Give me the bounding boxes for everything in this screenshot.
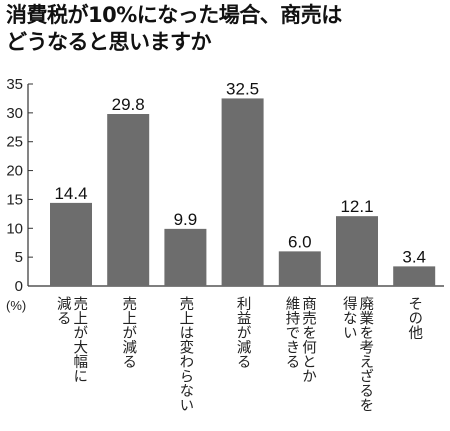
category-label: 利益が減る	[235, 296, 251, 369]
bar	[50, 202, 92, 286]
chart-title: 消費税が10%になった場合、商売は どうなると思いますか	[6, 2, 446, 56]
category-label: 廃業を考えざるを	[357, 295, 373, 413]
category-label: その他	[406, 296, 422, 341]
y-axis-unit-label: (%)	[6, 298, 26, 313]
bar-value-label: 6.0	[288, 232, 312, 251]
bar-value-label: 12.1	[340, 197, 373, 216]
chart-axes: 0 5 10 15 20 25 30 35	[6, 76, 444, 295]
y-tick-label: 10	[6, 220, 23, 237]
y-tick-label: 35	[6, 76, 23, 93]
y-tick-label: 15	[6, 191, 23, 208]
bar	[393, 266, 436, 286]
chart-title-line-1: 消費税が10%になった場合、商売は	[6, 3, 342, 27]
category-label: 減る	[55, 296, 71, 326]
category-label: 維持できる	[284, 296, 300, 369]
bar-value-label: 9.9	[174, 210, 198, 229]
bar-value-label: 14.4	[54, 184, 87, 203]
bar-value-label: 3.4	[402, 247, 426, 266]
bar	[336, 216, 378, 286]
bar	[221, 98, 264, 286]
y-tick-label: 5	[15, 249, 23, 266]
bar-value-label: 29.8	[112, 95, 145, 114]
bar	[164, 228, 207, 286]
bar-value-label: 32.5	[226, 79, 259, 98]
category-label: 得ない	[341, 296, 357, 340]
category-label: 売上が減る	[120, 296, 136, 369]
y-tick-label: 25	[6, 134, 23, 151]
y-tick-label: 30	[6, 105, 23, 122]
category-label: 売上は変わらない	[177, 296, 193, 412]
y-tick-label: 0	[15, 278, 23, 295]
category-label: 売上が大幅に	[71, 296, 87, 383]
y-tick-label: 20	[6, 163, 23, 180]
chart-value-labels: 14.4 29.8 9.9 32.5 6.0 12.1 3.4	[54, 79, 426, 266]
chart-title-line-2: どうなると思いますか	[6, 30, 212, 54]
bar	[107, 114, 150, 286]
category-label: 商売を何とか	[300, 296, 316, 384]
chart-bars	[50, 98, 436, 286]
bar	[278, 251, 321, 286]
